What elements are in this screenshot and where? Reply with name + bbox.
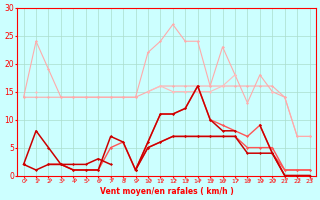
X-axis label: Vent moyen/en rafales ( km/h ): Vent moyen/en rafales ( km/h ) [100,187,234,196]
